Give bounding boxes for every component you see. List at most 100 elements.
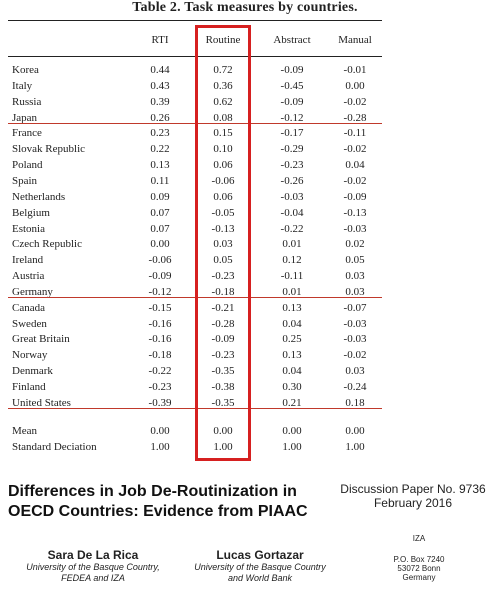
manual-value: -0.02 [343,143,367,156]
author-2: Lucas Gortazar University of the Basque … [175,548,345,584]
abstract-value: 0.21 [282,396,302,409]
manual-value: -0.24 [343,381,367,393]
manual-value: 0.04 [345,159,365,172]
country-name: Italy [12,79,33,92]
iza-address: IZA P.O. Box 7240 53072 Bonn Germany [379,534,459,582]
routine-value: 0.06 [213,159,233,172]
header-abstract: Abstract [273,34,311,46]
manual-value: 0.02 [345,238,365,251]
country-name: Korea [12,64,39,76]
country-name: Netherlands [12,190,66,203]
routine-value: -0.28 [211,317,235,330]
manual-value: -0.03 [343,222,367,235]
rti-value: -0.09 [148,270,172,283]
country-name: Spain [12,174,38,187]
country-name: Finland [12,381,46,393]
routine-value: -0.13 [211,222,235,235]
paper-title-line1: Differences in Job De-Routinization in [8,483,297,500]
abstract-value: -0.11 [280,270,304,283]
abstract-value: -0.22 [280,222,304,235]
country-name: Russia [12,95,42,108]
abstract-value: 0.12 [282,254,302,267]
country-name: Poland [12,159,43,172]
abstract-value: 0.04 [282,317,302,330]
discussion-paper-info: Discussion Paper No. 9736 February 2016 [333,482,490,510]
manual-value: 0.03 [345,270,365,283]
country-name: Belgium [12,206,50,219]
manual-value: 0.00 [345,79,365,92]
country-name: Estonia [12,222,45,235]
iza-city: 53072 Bonn [397,564,441,573]
routine-value: 0.15 [213,127,233,140]
rti-value: 0.13 [150,159,170,172]
abstract-value: 0.30 [282,381,302,393]
rti-value: 0.07 [150,206,170,219]
abstract-value: -0.09 [280,95,304,108]
abstract-value: 0.13 [282,301,302,314]
manual-value: 0.03 [345,365,365,378]
country-name: United States [12,396,71,409]
manual-value: -0.01 [343,64,367,76]
discussion-paper-number: Discussion Paper No. 9736 [340,482,486,496]
abstract-value: -0.09 [280,64,304,76]
table-title: Table 2. Task measures by countries. [132,0,358,15]
author-2-affiliation-line2: and World Bank [227,573,293,583]
rti-value: -0.16 [148,333,172,346]
manual-value: -0.09 [343,190,367,203]
rti-value: 0.00 [150,425,170,437]
header-manual: Manual [338,34,372,46]
routine-value: 1.00 [213,441,233,453]
country-name: Canada [12,301,45,314]
abstract-value: -0.04 [280,206,304,219]
rti-value: 0.07 [150,222,170,235]
country-name: Standard Deciation [12,441,97,453]
abstract-value: -0.12 [280,111,304,124]
routine-value: 0.36 [213,79,233,92]
header-routine: Routine [205,34,241,46]
routine-value: -0.23 [211,349,235,362]
rti-value: 0.43 [150,79,170,92]
country-name: Austria [12,270,45,283]
manual-value: -0.03 [343,317,367,330]
manual-value: -0.02 [343,174,367,187]
paper-title: Differences in Job De-Routinization in O… [8,482,308,522]
rti-value: -0.39 [148,396,172,409]
rti-value: -0.15 [148,301,172,314]
paper-title-line2: OECD Countries: Evidence from PIAAC [8,503,308,520]
rti-value: -0.18 [148,349,172,362]
author-1: Sara De La Rica University of the Basque… [8,548,178,584]
country-name: Czech Republic [12,238,82,251]
routine-value: 0.00 [213,425,233,437]
country-name: Mean [12,425,38,437]
abstract-value: -0.29 [280,143,304,156]
country-name: Slovak Republic [12,143,86,156]
country-name: Germany [12,285,53,298]
country-name: Sweden [12,317,47,330]
routine-value: -0.35 [211,365,235,378]
rti-value: 0.39 [150,95,170,108]
manual-value: -0.03 [343,333,367,346]
country-name: France [12,127,42,140]
routine-value: 0.08 [213,111,233,124]
country-name: Denmark [12,365,53,378]
country-name: Japan [12,111,38,124]
manual-value: -0.02 [343,95,367,108]
iza-country: Germany [402,573,436,582]
abstract-value: -0.26 [280,174,304,187]
routine-value: 0.72 [213,64,233,76]
discussion-paper-date: February 2016 [373,496,453,510]
rti-value: -0.23 [148,381,172,393]
rti-value: 1.00 [150,441,170,453]
iza-name: IZA [412,534,426,543]
abstract-value: 0.25 [282,333,302,346]
country-name: Norway [12,349,48,362]
manual-value: 0.00 [345,425,365,437]
routine-value: -0.06 [211,174,235,187]
routine-value: -0.21 [211,301,235,314]
abstract-value: 1.00 [282,441,302,453]
author-2-name: Lucas Gortazar [216,548,304,562]
abstract-value: -0.03 [280,190,304,203]
rti-value: -0.22 [148,365,172,378]
routine-value: -0.05 [211,206,235,219]
manual-value: -0.11 [343,127,367,140]
